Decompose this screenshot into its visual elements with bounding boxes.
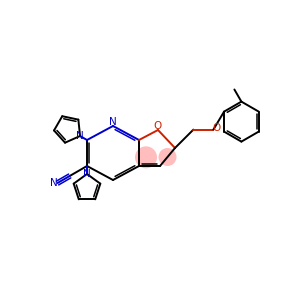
Text: N: N	[50, 178, 57, 188]
Ellipse shape	[135, 146, 157, 168]
Text: N: N	[76, 131, 84, 141]
Ellipse shape	[158, 148, 176, 166]
Text: N: N	[83, 169, 91, 179]
Text: O: O	[212, 123, 220, 133]
Text: O: O	[154, 121, 162, 131]
Text: N: N	[109, 117, 117, 127]
